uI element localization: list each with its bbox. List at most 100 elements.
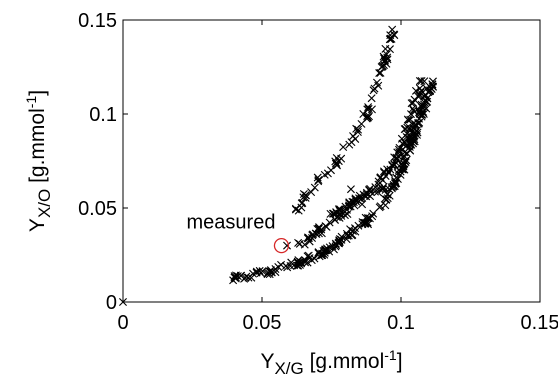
data-point-x-marker xyxy=(415,109,424,118)
y-tick-label: 0 xyxy=(106,292,117,314)
data-point-x-marker xyxy=(388,25,397,34)
data-point-x-marker xyxy=(249,269,258,278)
data-point-x-marker xyxy=(119,298,127,306)
measured-label: measured xyxy=(187,212,276,234)
y-tick-label: 0.1 xyxy=(89,104,117,126)
data-point-x-marker xyxy=(255,266,264,275)
data-point-x-marker xyxy=(378,176,387,185)
data-point-x-marker xyxy=(320,248,329,257)
data-point-x-marker xyxy=(354,125,363,134)
data-point-x-marker xyxy=(362,192,371,201)
data-point-x-marker xyxy=(385,185,394,194)
data-point-x-marker xyxy=(290,261,299,270)
data-point-x-marker xyxy=(382,195,391,204)
data-point-x-marker xyxy=(371,187,380,196)
data-point-x-marker xyxy=(331,242,340,251)
data-point-x-marker xyxy=(312,230,321,239)
measured-point-marker xyxy=(273,237,290,254)
axis-ticks xyxy=(122,19,541,303)
data-point-x-marker xyxy=(418,110,427,119)
y-axis-label: YX/O [g.mmol-1] xyxy=(23,90,54,232)
data-point-x-marker xyxy=(348,230,357,239)
data-point-x-marker xyxy=(370,84,379,93)
data-point-x-marker xyxy=(293,261,302,270)
data-point-x-marker xyxy=(359,110,368,118)
x-tick-label: 0.1 xyxy=(387,312,415,334)
data-point-x-marker xyxy=(426,87,435,96)
data-point-x-marker xyxy=(411,128,420,137)
data-point-x-marker xyxy=(345,198,354,207)
data-point-x-marker xyxy=(231,273,240,282)
data-point-x-marker xyxy=(346,185,355,194)
data-point-x-marker xyxy=(405,123,414,132)
data-point-x-marker xyxy=(392,155,401,164)
data-point-x-marker xyxy=(369,209,378,218)
data-point-x-marker xyxy=(396,170,405,179)
data-point-x-marker xyxy=(313,173,322,182)
data-point-x-marker xyxy=(310,183,319,192)
data-point-x-marker xyxy=(364,220,373,229)
data-point-x-marker xyxy=(398,139,407,148)
data-point-x-marker xyxy=(404,116,413,125)
x-tick-label: 0.15 xyxy=(521,312,558,334)
data-point-x-marker xyxy=(327,166,335,175)
data-point-x-marker xyxy=(393,148,402,157)
data-point-x-marker xyxy=(374,81,383,90)
data-point-x-marker xyxy=(304,233,313,242)
data-point-x-marker xyxy=(347,138,356,147)
data-point-x-marker xyxy=(350,224,359,233)
data-point-x-marker xyxy=(322,222,331,231)
data-point-x-marker xyxy=(345,199,354,208)
data-point-x-marker xyxy=(361,219,370,228)
data-point-x-marker xyxy=(331,216,339,224)
data-point-x-marker xyxy=(401,158,410,167)
data-point-x-marker xyxy=(252,267,261,276)
data-point-x-marker xyxy=(380,56,389,65)
data-point-x-marker xyxy=(317,251,326,260)
data-point-x-marker xyxy=(334,157,343,166)
axis-tick-labels: 0 0.05 0.1 0.15 0 0.05 0.1 0.15 xyxy=(78,10,558,334)
data-point-x-marker xyxy=(233,272,242,281)
data-point-x-marker xyxy=(376,68,385,77)
data-point-x-marker xyxy=(367,94,376,103)
data-point-x-marker xyxy=(321,245,330,254)
axes-border xyxy=(122,19,541,303)
data-point-x-marker xyxy=(358,200,367,209)
data-point-x-marker xyxy=(388,160,397,169)
data-point-x-marker xyxy=(299,190,308,199)
data-point-x-marker xyxy=(307,188,316,197)
data-point-x-marker xyxy=(300,240,309,249)
data-point-x-marker xyxy=(314,229,323,238)
data-point-x-marker xyxy=(381,44,390,53)
data-point-x-marker xyxy=(375,69,384,78)
data-point-x-marker xyxy=(307,256,316,265)
data-point-x-marker xyxy=(405,146,414,154)
data-point-x-marker xyxy=(389,30,398,39)
data-point-x-marker xyxy=(364,113,373,122)
data-point-x-marker xyxy=(332,208,341,217)
data-point-x-marker xyxy=(406,115,415,124)
data-point-x-marker xyxy=(417,86,426,95)
data-point-x-marker xyxy=(271,268,280,277)
data-point-x-marker xyxy=(277,260,286,269)
y-tick-label: 0.15 xyxy=(78,10,117,32)
data-point-x-marker xyxy=(402,156,411,165)
data-point-x-marker xyxy=(415,77,424,85)
data-point-x-marker xyxy=(417,100,426,109)
data-point-x-marker xyxy=(263,270,272,279)
data-point-x-marker xyxy=(236,271,245,280)
data-point-x-marker xyxy=(329,209,338,218)
data-point-x-marker xyxy=(417,77,426,85)
scatter-points xyxy=(119,25,438,306)
data-point-x-marker xyxy=(355,194,364,203)
data-point-x-marker xyxy=(416,88,425,97)
data-point-x-marker xyxy=(349,132,358,141)
data-point-x-marker xyxy=(423,97,432,106)
data-point-x-marker xyxy=(304,251,313,260)
data-point-x-marker xyxy=(357,119,366,128)
data-point-x-marker xyxy=(414,92,423,101)
y-tick-label: 0.05 xyxy=(78,198,117,220)
data-point-x-marker xyxy=(408,104,417,113)
data-point-x-marker xyxy=(364,103,373,112)
data-point-x-marker xyxy=(383,55,392,64)
